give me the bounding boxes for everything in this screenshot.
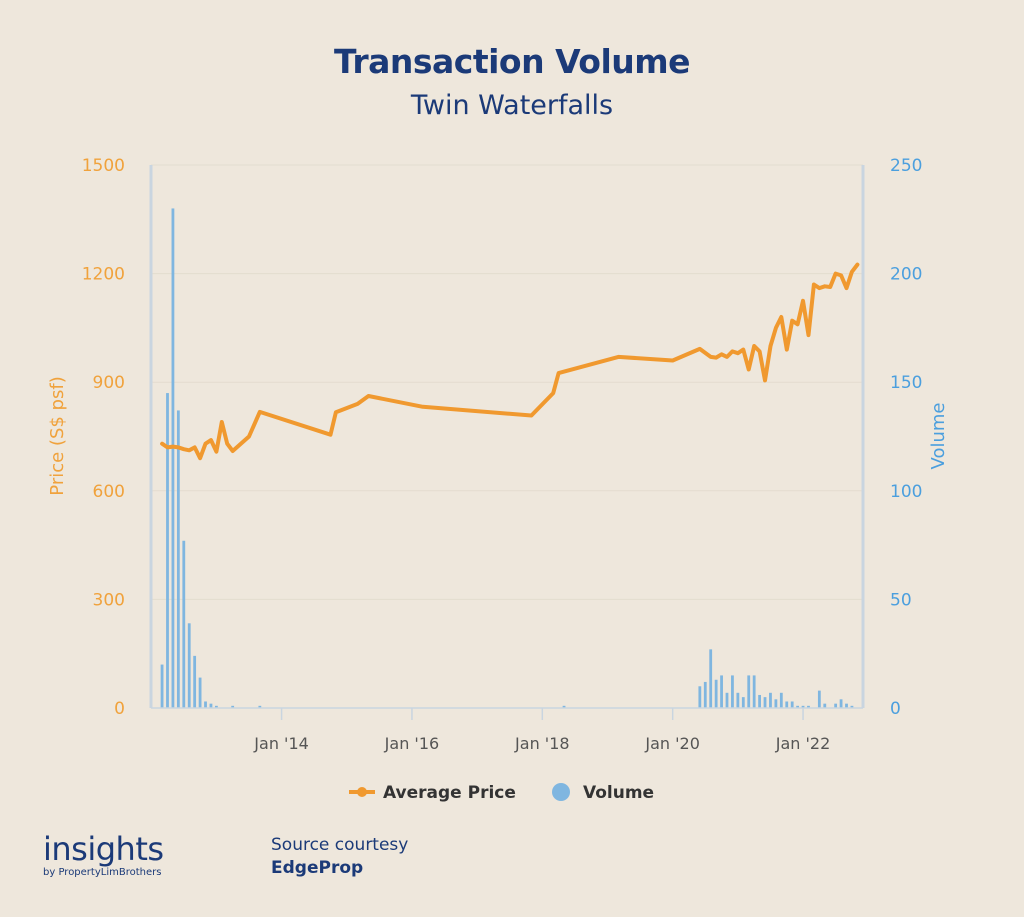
volume-bar [741, 697, 745, 708]
volume-bar [747, 675, 751, 708]
x-tick-label: Jan '20 [644, 734, 700, 753]
legend-item-average-price[interactable]: Average Price [349, 783, 516, 803]
volume-bar [763, 697, 767, 708]
volume-bar [758, 694, 761, 708]
x-tick-label: Jan '16 [384, 734, 440, 753]
axis-labels: 0 300 600 900 1200 1500 0 50 100 150 200 250 Jan '14… [47, 156, 949, 753]
volume-bar [214, 705, 218, 708]
volume-bar [204, 701, 207, 708]
volume-bar [698, 686, 702, 708]
volume-bar [720, 675, 723, 708]
volume-bar [769, 692, 772, 708]
volume-bar [725, 692, 729, 708]
left-tick-label: 300 [93, 590, 125, 610]
chart-subtitle: Twin Waterfalls [410, 90, 614, 121]
volume-bar [785, 701, 789, 708]
volume-bar [790, 701, 794, 708]
right-tick-label: 150 [890, 373, 922, 393]
legend: Average Price Volume [349, 783, 654, 803]
source-credit: Source courtesy EdgeProp [271, 835, 408, 878]
left-tick-label: 900 [93, 373, 125, 393]
left-axis-title: Price (S$ psf) [47, 376, 68, 495]
volume-bar [166, 393, 169, 708]
volume-bar [182, 540, 186, 708]
volume-bar [193, 655, 197, 708]
left-tick-label: 600 [93, 482, 125, 502]
logo-subtext: by PropertyLimBrothers [43, 867, 162, 878]
axes [149, 165, 865, 720]
x-tick-label: Jan '18 [514, 734, 570, 753]
left-tick-label: 1500 [82, 156, 125, 176]
volume-bar [834, 703, 838, 708]
right-axis-title: Volume [928, 403, 949, 470]
volume-bar [258, 705, 262, 708]
volume-bar [823, 703, 827, 708]
legend-item-volume[interactable]: Volume [552, 783, 654, 803]
legend-volume-label: Volume [583, 783, 654, 803]
volume-bar [752, 675, 756, 708]
logo-word: insights [43, 830, 164, 868]
source-label: Source courtesy [271, 835, 409, 855]
legend-volume-swatch-dot [552, 783, 570, 801]
volume-bar [845, 703, 848, 708]
volume-bar [807, 705, 810, 708]
volume-bar [709, 649, 713, 708]
x-tick-label: Jan '14 [253, 734, 309, 753]
left-tick-label: 0 [114, 699, 125, 719]
x-tick-label: Jan '22 [775, 734, 831, 753]
volume-bar [562, 705, 566, 708]
source-name: EdgeProp [271, 858, 364, 878]
volume-bar [736, 692, 740, 708]
legend-price-swatch-dot [357, 787, 367, 797]
volume-bar [850, 705, 854, 708]
chart-title: Transaction Volume [333, 42, 691, 81]
volume-bar [171, 208, 175, 708]
volume-bar [817, 690, 821, 708]
right-tick-label: 250 [890, 156, 922, 176]
volume-bars [160, 208, 854, 708]
volume-bar [176, 410, 180, 708]
left-tick-label: 1200 [82, 265, 125, 285]
volume-bar [801, 705, 805, 708]
brand-logo: insights by PropertyLimBrothers [43, 832, 164, 878]
volume-bar [231, 705, 235, 708]
volume-bar [839, 699, 843, 708]
right-tick-label: 200 [890, 265, 922, 285]
volume-bar [160, 664, 164, 708]
average-price-line [160, 262, 860, 461]
volume-bar [774, 699, 778, 708]
volume-bar [198, 677, 202, 708]
legend-price-label: Average Price [383, 783, 516, 803]
volume-bar [714, 679, 718, 708]
gridlines [151, 164, 863, 600]
volume-bar [209, 703, 213, 708]
volume-bar [731, 675, 734, 708]
right-tick-label: 50 [890, 590, 912, 610]
volume-bar [796, 705, 800, 708]
volume-bar [779, 692, 783, 708]
volume-bar [703, 681, 707, 708]
right-tick-label: 100 [890, 482, 922, 502]
volume-bar [187, 623, 191, 708]
right-tick-label: 0 [890, 699, 901, 719]
